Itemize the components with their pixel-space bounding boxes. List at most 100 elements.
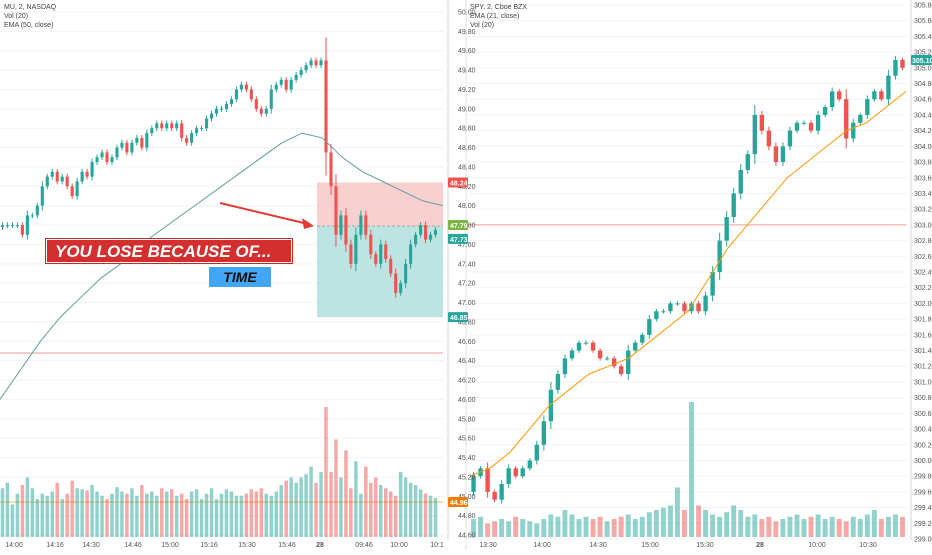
spy-volume-bar [696, 505, 702, 537]
lose-banner: YOU LOSE BECAUSE OF... [46, 239, 292, 263]
mu-volume-bar [344, 450, 348, 537]
mu-candle-body [90, 162, 94, 177]
mu-candle-body [349, 244, 353, 264]
spy-candle-body [555, 374, 561, 390]
spy-volume-bar [745, 516, 751, 537]
spy-candle-body [626, 350, 631, 375]
left-time-tick: 09:46 [355, 542, 373, 549]
mu-volume-bar [274, 491, 278, 537]
left-time-tick: 15:00 [161, 542, 179, 549]
right-time-tick: 15:00 [641, 542, 659, 549]
mu-volume-bar [284, 480, 288, 537]
spy-volume-bar [843, 521, 849, 537]
spy-volume-bar [660, 507, 666, 537]
spy-candle-body [541, 421, 547, 445]
mu-candle-body [374, 254, 378, 264]
spy-volume-bar [527, 521, 533, 537]
spy-volume-bar [541, 519, 547, 537]
mu-volume-bar [408, 482, 413, 537]
spy-candle-body [583, 342, 589, 344]
mu-volume-bar [279, 485, 283, 537]
spy-volume-bar [520, 519, 526, 537]
mu-candle-body [274, 84, 278, 90]
mu-candle-body [30, 215, 34, 217]
spy-candle-body [668, 303, 673, 312]
spy-volume-bar [752, 514, 758, 537]
right-legend-volume: Vol (20) [470, 22, 494, 29]
spy-volume-bar [471, 519, 476, 537]
mu-volume-bar [140, 485, 144, 537]
mu-volume-bar [249, 489, 254, 537]
mu-volume-bar [214, 499, 219, 537]
spy-volume-bar [871, 510, 877, 537]
right-price-tick: 305.00 [914, 65, 932, 72]
right-price-tick: 302.60 [914, 254, 932, 261]
mu-volume-bar [234, 495, 239, 537]
spy-volume-bar [878, 519, 884, 537]
mu-candle-body [20, 225, 24, 235]
mu-candle-body [244, 84, 248, 90]
right-price-tick: 303.40 [914, 191, 932, 198]
mu-volume-bar [5, 482, 10, 537]
right-price-tick: 300.00 [914, 458, 932, 465]
left-time-tick: 14:46 [124, 542, 142, 549]
spy-candle-body [647, 319, 652, 335]
mu-volume-bar [294, 482, 298, 537]
spy-candle-body [865, 99, 870, 115]
mu-candle-body [65, 176, 69, 187]
mu-volume-bar [60, 499, 64, 537]
right-price-tick: 304.40 [914, 112, 932, 119]
mu-candle-body [299, 70, 303, 75]
mu-candle-body [433, 229, 438, 235]
right-time-tick: 15:30 [696, 542, 714, 549]
spy-candle-body [604, 358, 610, 360]
mu-volume-bar [314, 482, 318, 537]
mu-volume-bar [15, 493, 20, 537]
right-price-tick: 301.00 [914, 379, 932, 386]
mu-volume-bar [209, 488, 214, 537]
mu-volume-bar [150, 491, 154, 537]
left-price-tick: 45.20 [458, 474, 476, 481]
mu-volume-bar [174, 495, 179, 537]
right-price-tick: 304.20 [914, 128, 932, 135]
spy-volume-bar [829, 516, 835, 537]
mu-volume-bar [224, 489, 229, 537]
mu-candle-body [170, 123, 174, 129]
spy-volume-bar [576, 519, 582, 537]
spy-candle-body [682, 303, 687, 312]
mu-candle-body [50, 171, 54, 177]
right-price-tick: 299.80 [914, 474, 932, 481]
mu-candle-body [35, 205, 39, 216]
left-legend-ema: EMA (50, close) [4, 22, 53, 29]
spy-volume-bar [597, 516, 603, 537]
spy-candle-body [773, 146, 779, 163]
spy-candle-body [731, 193, 736, 218]
mu-candle-body [224, 104, 229, 109]
mu-candle-body [115, 147, 119, 158]
spy-candle-body [597, 350, 603, 359]
right-price-tick: 305.40 [914, 34, 932, 41]
mu-candle-body [254, 99, 258, 109]
left-price-tick: 48.80 [458, 126, 476, 133]
spy-candle-body [689, 303, 694, 312]
spy-candle-body [858, 114, 863, 123]
right-price-tick: 305.20 [914, 50, 932, 57]
mu-volume-bar [304, 474, 308, 537]
mu-candle-body [359, 215, 363, 235]
spy-volume-bar [738, 510, 744, 537]
mu-candle-body [334, 186, 338, 235]
mu-candle-body [379, 244, 383, 264]
spy-candle-body [837, 91, 842, 100]
spy-volume-bar [548, 514, 554, 537]
spy-candle-body [717, 240, 722, 272]
mu-volume-bar [264, 493, 269, 537]
spy-candle-body [872, 91, 877, 100]
mu-candle-body [205, 118, 209, 129]
mu-volume-bar [135, 495, 139, 537]
spy-candle-body [844, 99, 849, 139]
mu-candle-body [249, 89, 253, 100]
right-price-tick: 302.80 [914, 238, 932, 245]
mu-candle-body [389, 258, 393, 274]
spy-volume-bar [703, 510, 709, 537]
spy-volume-bar [562, 510, 568, 537]
